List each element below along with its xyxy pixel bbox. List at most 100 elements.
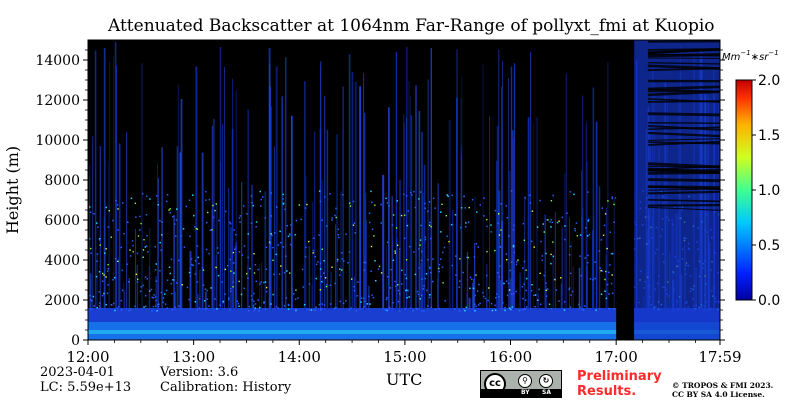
noise-speckle bbox=[128, 281, 130, 283]
signal-speckle bbox=[306, 203, 308, 206]
noise-speckle bbox=[161, 221, 163, 223]
signal-speckle bbox=[539, 272, 541, 274]
noise-speckle bbox=[254, 264, 257, 266]
noise-speckle bbox=[250, 195, 253, 197]
noise-speckle bbox=[270, 192, 273, 194]
signal-speckle bbox=[467, 256, 469, 259]
noise-speckle bbox=[428, 296, 431, 299]
noise-speckle bbox=[252, 204, 254, 207]
noise-speckle bbox=[326, 283, 328, 286]
noise-speckle bbox=[287, 308, 290, 310]
noise-speckle bbox=[222, 301, 224, 304]
noise-speckle bbox=[166, 279, 169, 281]
noise-speckle bbox=[101, 294, 104, 297]
colorbar-tick-label: 2.0 bbox=[758, 73, 780, 89]
noise-speckle bbox=[304, 255, 307, 258]
sa-label: SA bbox=[542, 389, 551, 396]
signal-speckle bbox=[558, 220, 560, 222]
noise-speckle bbox=[247, 233, 249, 235]
noise-speckle bbox=[277, 307, 279, 309]
noise-speckle bbox=[116, 204, 119, 206]
noise-speckle bbox=[545, 295, 548, 297]
noise-speckle bbox=[205, 190, 207, 193]
signal-speckle bbox=[498, 234, 501, 236]
noise-speckle bbox=[319, 268, 322, 270]
noise-speckle bbox=[201, 267, 204, 269]
noise-speckle bbox=[407, 289, 409, 292]
signal-speckle bbox=[560, 277, 562, 279]
noise-speckle bbox=[305, 246, 307, 249]
noise-speckle bbox=[335, 307, 337, 309]
signal-speckle bbox=[143, 239, 145, 241]
noise-speckle bbox=[473, 256, 476, 258]
signal-speckle bbox=[224, 268, 226, 271]
noise-speckle bbox=[478, 283, 480, 286]
noise-speckle bbox=[294, 298, 297, 300]
noise-speckle bbox=[120, 299, 123, 302]
signal-speckle bbox=[268, 241, 271, 243]
noise-speckle bbox=[394, 280, 396, 283]
signal-speckle bbox=[265, 286, 268, 289]
signal-speckle bbox=[438, 267, 440, 270]
noise-speckle bbox=[247, 277, 249, 279]
noise-speckle bbox=[321, 303, 323, 305]
signal-speckle bbox=[335, 216, 337, 219]
noise-speckle bbox=[145, 214, 148, 216]
noise-speckle bbox=[410, 307, 412, 309]
noise-speckle bbox=[89, 294, 91, 297]
noise-speckle bbox=[534, 305, 536, 308]
noise-speckle bbox=[218, 219, 220, 222]
noise-speckle bbox=[255, 280, 257, 283]
signal-speckle bbox=[253, 272, 256, 274]
noise-speckle bbox=[611, 292, 614, 294]
noise-speckle bbox=[533, 294, 535, 297]
noise-speckle bbox=[229, 290, 232, 293]
noise-speckle bbox=[430, 271, 432, 274]
signal-speckle bbox=[498, 213, 500, 215]
noise-speckle bbox=[235, 234, 237, 236]
noise-speckle bbox=[248, 305, 251, 308]
noise-speckle bbox=[233, 272, 235, 274]
noise-speckle bbox=[96, 253, 99, 255]
noise-speckle bbox=[98, 291, 101, 293]
noise-speckle bbox=[405, 195, 408, 197]
noise-speckle bbox=[389, 287, 392, 289]
noise-speckle bbox=[421, 310, 423, 312]
noise-speckle bbox=[204, 308, 207, 310]
noise-speckle bbox=[469, 276, 472, 279]
noise-speckle bbox=[92, 295, 95, 298]
noise-speckle bbox=[444, 300, 446, 302]
noise-speckle bbox=[513, 224, 515, 227]
noise-speckle bbox=[476, 211, 478, 213]
noise-speckle bbox=[156, 310, 158, 312]
signal-speckle bbox=[238, 280, 240, 283]
noise-speckle bbox=[111, 304, 113, 306]
noise-speckle bbox=[189, 235, 191, 238]
cloud-gap-stripe bbox=[647, 171, 720, 175]
noise-speckle bbox=[438, 263, 441, 266]
x-tick-label: 13:00 bbox=[172, 348, 215, 366]
noise-speckle bbox=[282, 203, 285, 205]
noise-speckle bbox=[236, 300, 238, 302]
noise-speckle bbox=[543, 274, 545, 277]
cloud-gap-stripe bbox=[647, 206, 720, 211]
noise-speckle bbox=[228, 298, 230, 301]
noise-speckle bbox=[459, 280, 461, 282]
no-data-gap bbox=[616, 40, 635, 340]
noise-speckle bbox=[143, 306, 145, 308]
noise-speckle bbox=[196, 281, 199, 283]
noise-speckle bbox=[180, 234, 182, 237]
signal-speckle bbox=[500, 229, 502, 231]
noise-speckle bbox=[413, 251, 415, 253]
noise-speckle bbox=[531, 284, 533, 286]
noise-speckle bbox=[290, 224, 292, 226]
noise-speckle bbox=[89, 238, 91, 240]
signal-speckle bbox=[214, 209, 216, 212]
noise-speckle bbox=[308, 283, 311, 285]
noise-speckle bbox=[611, 252, 614, 255]
noise-speckle bbox=[152, 305, 155, 308]
noise-speckle bbox=[89, 211, 92, 213]
noise-speckle bbox=[151, 296, 153, 299]
noise-speckle bbox=[530, 290, 533, 292]
noise-speckle bbox=[129, 255, 132, 257]
